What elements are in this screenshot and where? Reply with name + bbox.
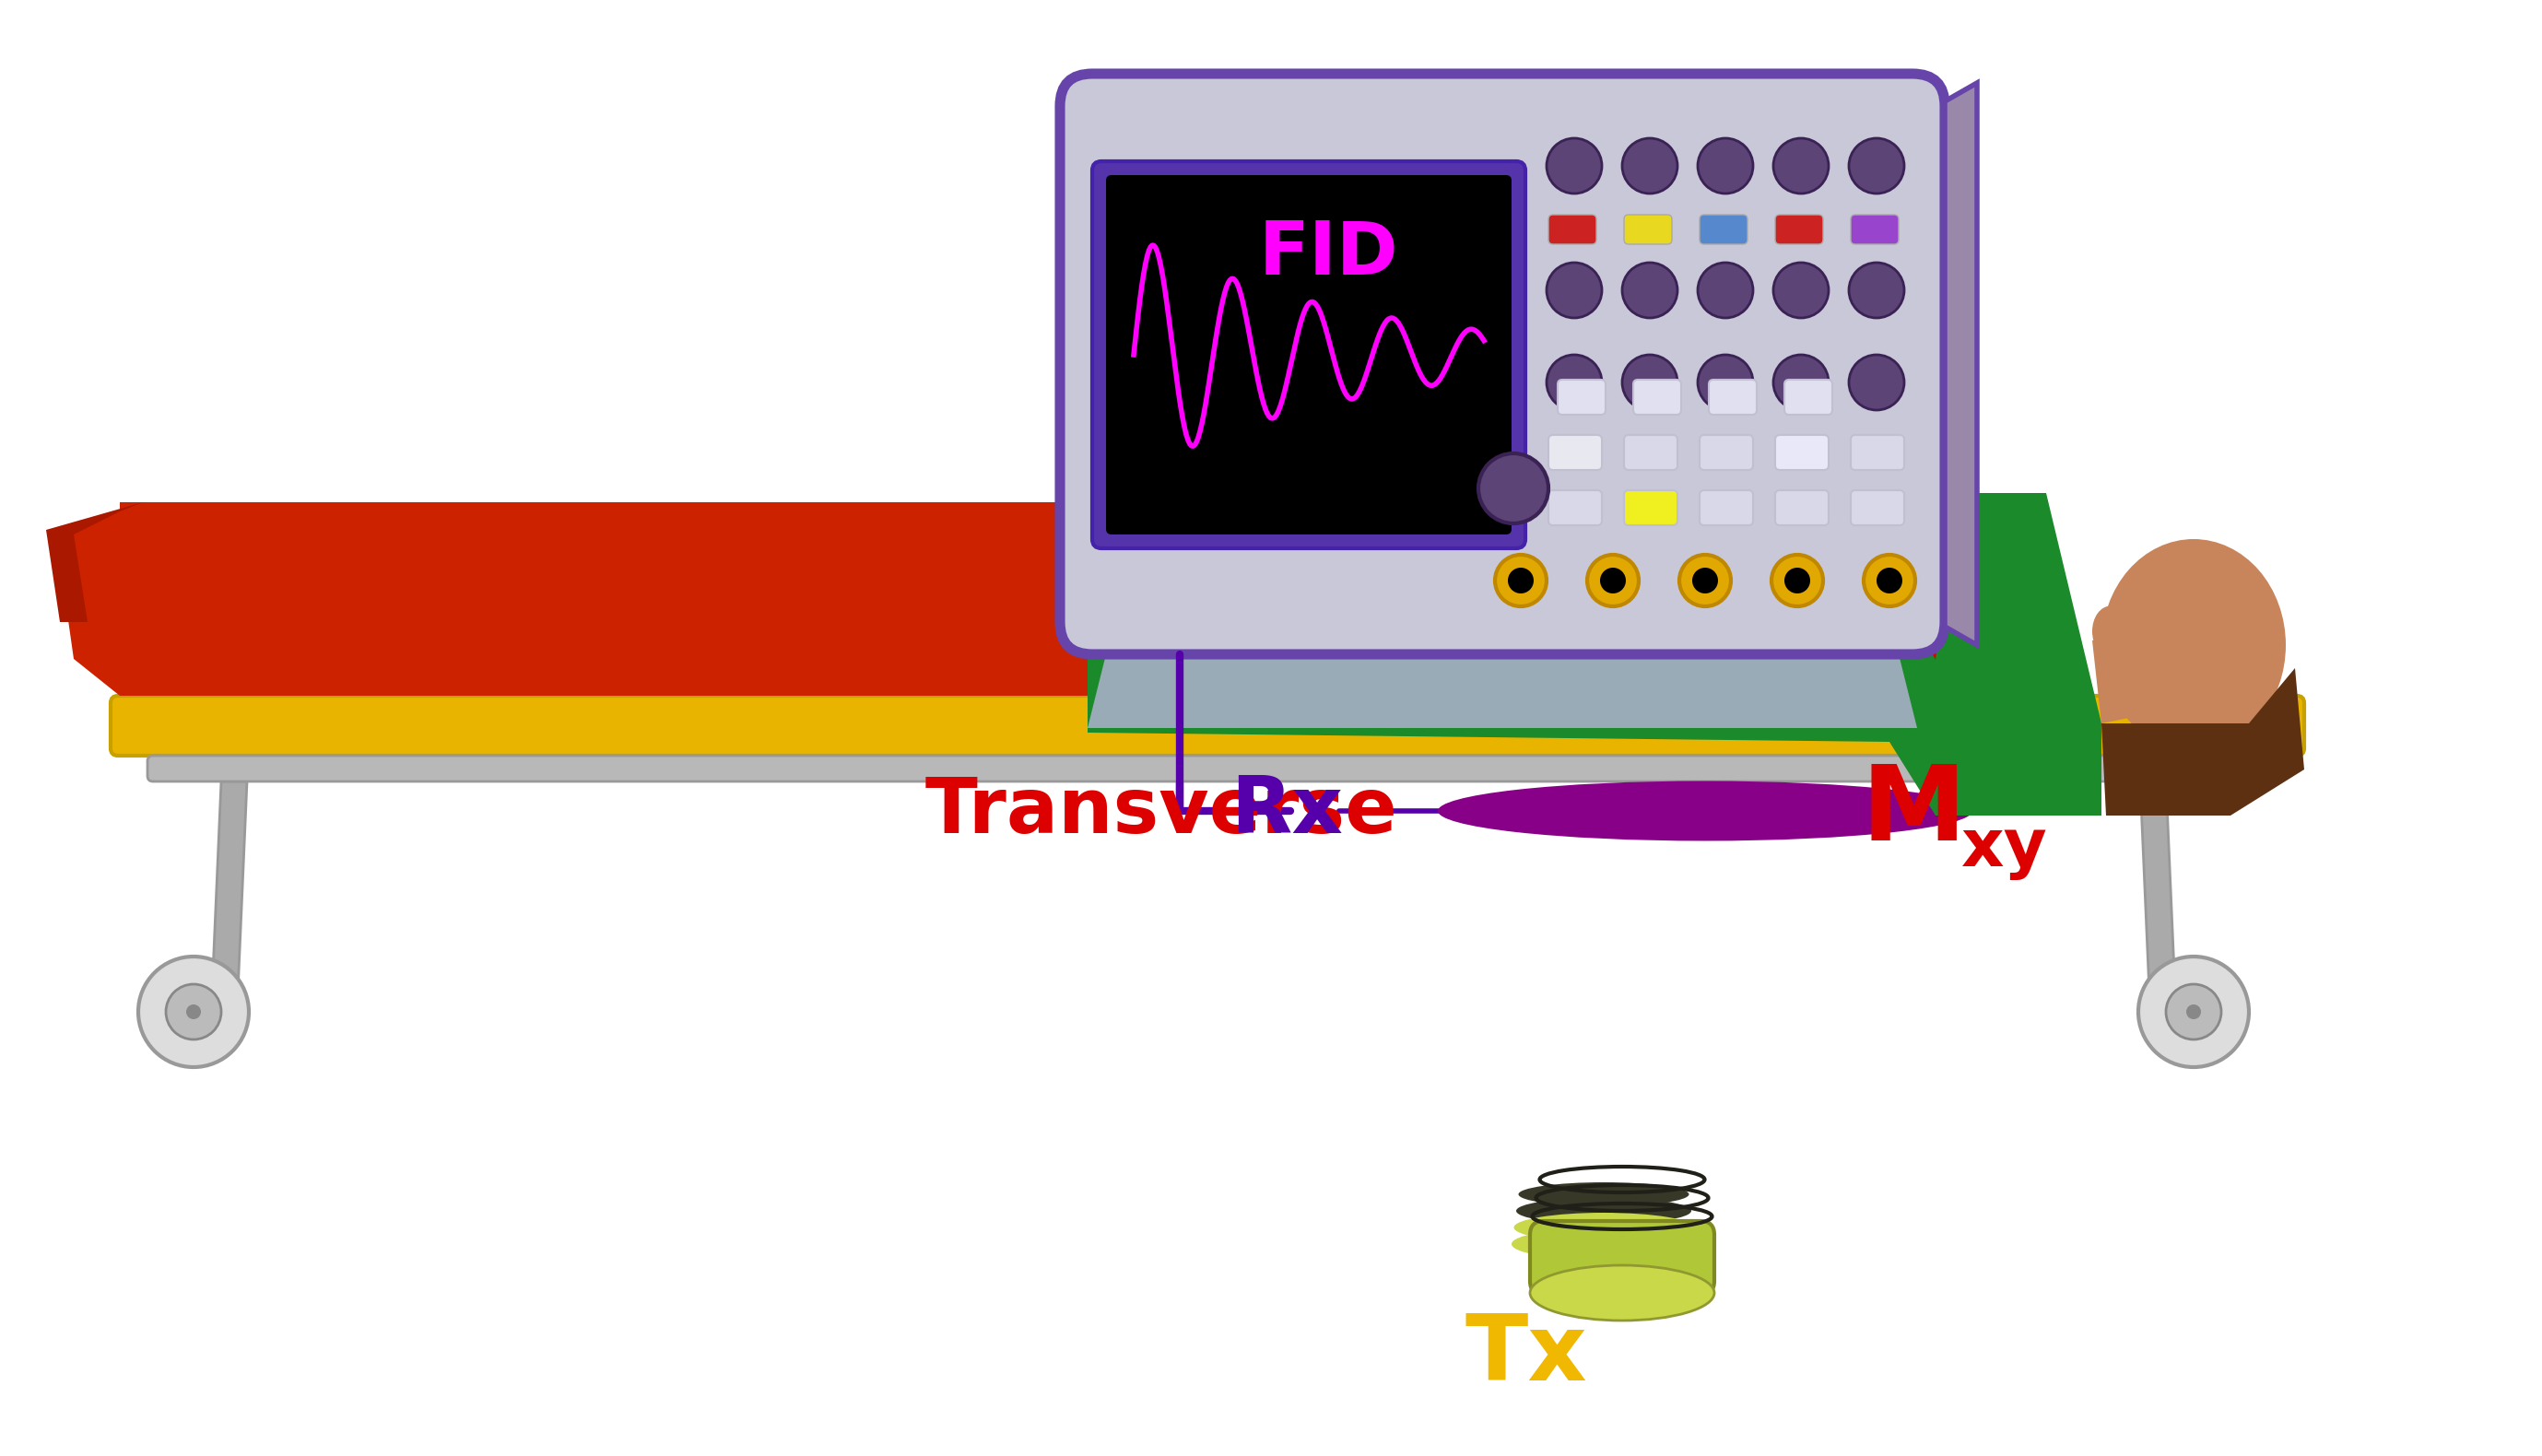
Polygon shape bbox=[1795, 649, 1818, 687]
FancyBboxPatch shape bbox=[1093, 162, 1525, 549]
Circle shape bbox=[1774, 262, 1828, 317]
Circle shape bbox=[1680, 555, 1731, 606]
Circle shape bbox=[1479, 453, 1548, 523]
Circle shape bbox=[1622, 262, 1678, 317]
Ellipse shape bbox=[1518, 1182, 1688, 1206]
Circle shape bbox=[1698, 138, 1754, 194]
Ellipse shape bbox=[1515, 1213, 1693, 1242]
Circle shape bbox=[165, 984, 221, 1040]
Circle shape bbox=[1784, 568, 1810, 594]
FancyBboxPatch shape bbox=[1774, 214, 1823, 245]
Polygon shape bbox=[1398, 649, 1421, 687]
Polygon shape bbox=[1668, 603, 1688, 642]
FancyBboxPatch shape bbox=[1548, 214, 1596, 245]
FancyBboxPatch shape bbox=[1774, 491, 1828, 526]
Polygon shape bbox=[211, 782, 247, 993]
FancyBboxPatch shape bbox=[1701, 435, 1754, 470]
Circle shape bbox=[1774, 138, 1828, 194]
Circle shape bbox=[1546, 355, 1601, 411]
Polygon shape bbox=[1088, 456, 1243, 558]
Polygon shape bbox=[1629, 529, 1652, 568]
Circle shape bbox=[1698, 262, 1754, 317]
Circle shape bbox=[1772, 555, 1823, 606]
Circle shape bbox=[1586, 555, 1640, 606]
FancyBboxPatch shape bbox=[1851, 491, 1904, 526]
Polygon shape bbox=[56, 502, 142, 696]
FancyBboxPatch shape bbox=[1851, 214, 1899, 245]
Circle shape bbox=[2186, 1005, 2201, 1019]
Polygon shape bbox=[2092, 632, 2148, 724]
Polygon shape bbox=[1896, 524, 1919, 563]
FancyBboxPatch shape bbox=[1548, 435, 1601, 470]
Ellipse shape bbox=[2092, 606, 2130, 657]
FancyBboxPatch shape bbox=[1624, 214, 1673, 245]
Text: M: M bbox=[1861, 760, 1968, 862]
FancyBboxPatch shape bbox=[1106, 175, 1512, 534]
Circle shape bbox=[1599, 568, 1627, 594]
Circle shape bbox=[1622, 355, 1678, 411]
FancyBboxPatch shape bbox=[1784, 380, 1833, 415]
Ellipse shape bbox=[1530, 1265, 1713, 1321]
FancyBboxPatch shape bbox=[1851, 435, 1904, 470]
FancyBboxPatch shape bbox=[1708, 380, 1757, 415]
Text: FID: FID bbox=[1258, 218, 1398, 290]
Polygon shape bbox=[46, 502, 142, 622]
Circle shape bbox=[1507, 568, 1533, 594]
Text: Tx: Tx bbox=[1467, 1310, 1589, 1399]
FancyBboxPatch shape bbox=[1701, 214, 1746, 245]
Ellipse shape bbox=[1439, 780, 1973, 842]
Circle shape bbox=[1774, 355, 1828, 411]
Text: Rx: Rx bbox=[1230, 773, 1342, 849]
FancyBboxPatch shape bbox=[1624, 491, 1678, 526]
Circle shape bbox=[1693, 568, 1718, 594]
Ellipse shape bbox=[1512, 1227, 1696, 1261]
FancyBboxPatch shape bbox=[1060, 74, 1945, 654]
Polygon shape bbox=[1088, 654, 1917, 728]
FancyBboxPatch shape bbox=[1558, 380, 1607, 415]
Circle shape bbox=[1876, 568, 1901, 594]
Polygon shape bbox=[119, 502, 1179, 696]
FancyBboxPatch shape bbox=[1701, 491, 1754, 526]
Circle shape bbox=[1698, 355, 1754, 411]
Circle shape bbox=[1546, 262, 1601, 317]
FancyBboxPatch shape bbox=[1774, 435, 1828, 470]
Polygon shape bbox=[1945, 83, 1978, 645]
Polygon shape bbox=[1324, 533, 1347, 572]
Circle shape bbox=[1863, 555, 1914, 606]
Polygon shape bbox=[1528, 622, 1551, 660]
Circle shape bbox=[186, 1005, 201, 1019]
FancyBboxPatch shape bbox=[147, 756, 2267, 782]
Circle shape bbox=[1495, 555, 1546, 606]
Ellipse shape bbox=[2102, 539, 2285, 751]
Circle shape bbox=[137, 957, 249, 1067]
Polygon shape bbox=[1924, 622, 1947, 660]
FancyBboxPatch shape bbox=[1530, 1222, 1713, 1294]
Polygon shape bbox=[1261, 612, 1284, 651]
Circle shape bbox=[2138, 957, 2250, 1067]
FancyBboxPatch shape bbox=[1548, 491, 1601, 526]
Circle shape bbox=[1622, 138, 1678, 194]
FancyBboxPatch shape bbox=[1632, 380, 1680, 415]
Polygon shape bbox=[2102, 668, 2303, 815]
Polygon shape bbox=[2140, 782, 2176, 993]
Polygon shape bbox=[1482, 547, 1505, 587]
Text: xy: xy bbox=[1962, 815, 2049, 879]
Text: Transverse: Transverse bbox=[925, 773, 1398, 849]
Circle shape bbox=[1848, 138, 1904, 194]
FancyBboxPatch shape bbox=[112, 696, 2303, 756]
Ellipse shape bbox=[1515, 1197, 1690, 1224]
Polygon shape bbox=[1088, 494, 2102, 815]
Circle shape bbox=[1848, 262, 1904, 317]
Circle shape bbox=[1848, 355, 1904, 411]
FancyBboxPatch shape bbox=[1624, 435, 1678, 470]
Polygon shape bbox=[1777, 547, 1800, 587]
Circle shape bbox=[2166, 984, 2222, 1040]
Circle shape bbox=[1546, 138, 1601, 194]
